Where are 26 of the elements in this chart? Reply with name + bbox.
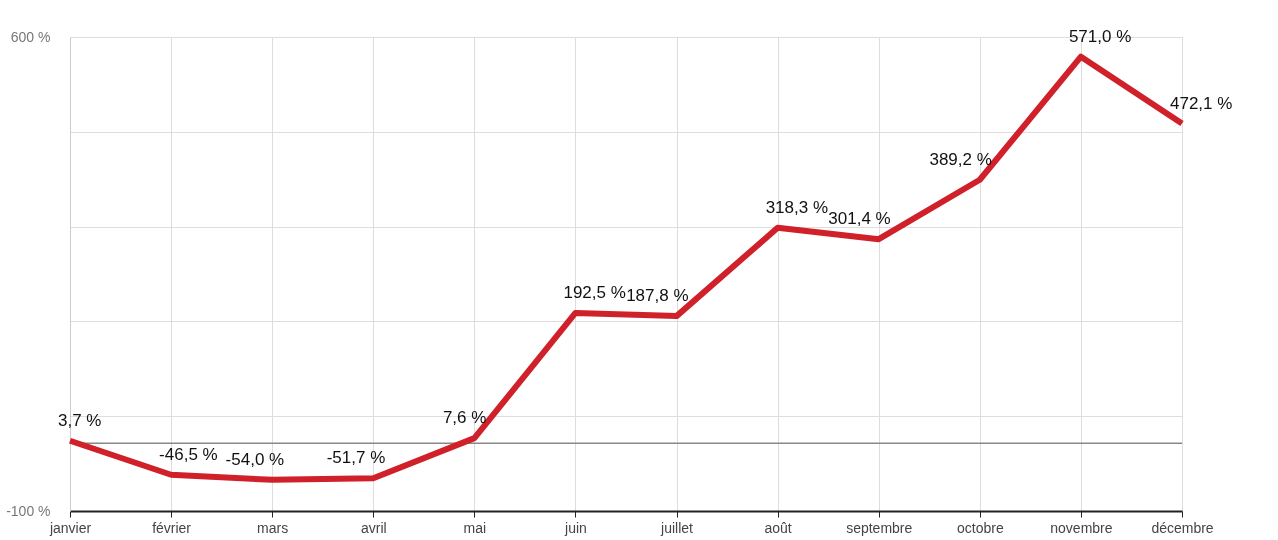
data-label: 187,8 %: [626, 286, 689, 306]
x-tick-label: août: [764, 519, 792, 536]
data-label: 389,2 %: [929, 149, 992, 169]
data-label: 318,3 %: [765, 197, 829, 217]
x-tick-label: novembre: [1050, 519, 1113, 536]
data-label: -46,5 %: [159, 444, 218, 464]
data-label: 3,7 %: [58, 410, 102, 430]
x-tick-label: octobre: [956, 519, 1004, 536]
data-label: -54,0 %: [225, 449, 285, 469]
x-tick-label: avril: [360, 519, 387, 536]
data-label: 7,6 %: [442, 408, 487, 428]
x-tick-label: juillet: [660, 519, 694, 536]
x-tick-label: septembre: [846, 519, 913, 536]
x-tick-label: juin: [564, 519, 587, 536]
x-tick-label: décembre: [1151, 519, 1214, 536]
x-tick-label: mars: [257, 519, 289, 536]
data-label: 192,5 %: [563, 282, 626, 302]
x-tick-label: mai: [463, 519, 487, 536]
data-label: 571,0 %: [1068, 26, 1132, 46]
x-tick-label: février: [152, 519, 192, 536]
y-tick-label: 600 %: [10, 28, 51, 45]
data-label: 472,1 %: [1170, 93, 1233, 113]
data-label: -51,7 %: [326, 448, 386, 468]
data-label: 301,4 %: [828, 209, 891, 229]
y-tick-label: -100 %: [6, 502, 51, 519]
x-tick-label: janvier: [48, 519, 92, 536]
